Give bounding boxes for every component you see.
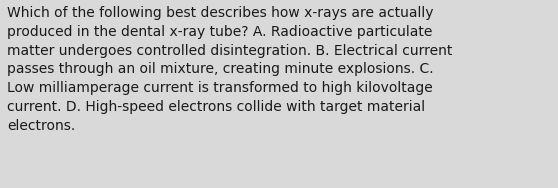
Text: Which of the following best describes how x-rays are actually
produced in the de: Which of the following best describes ho… — [7, 6, 453, 133]
